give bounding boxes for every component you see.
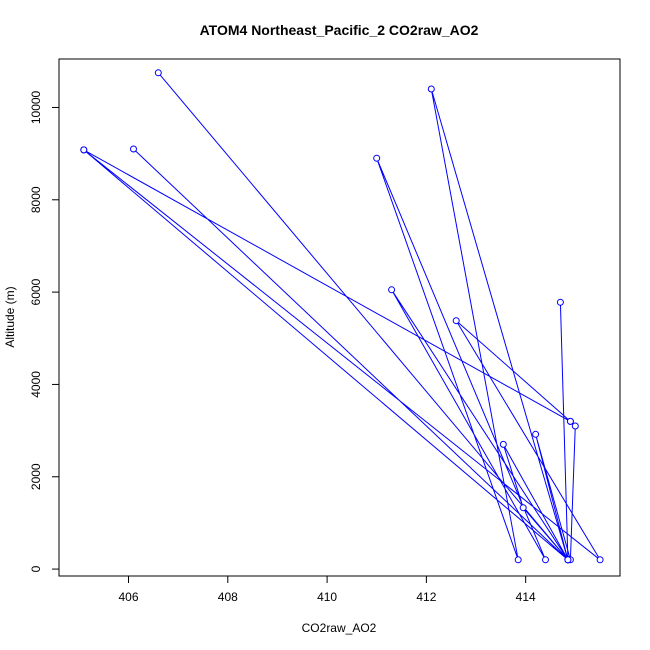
y-tick-label: 6000 xyxy=(29,278,43,305)
y-tick-label: 4000 xyxy=(29,371,43,398)
y-tick-label: 0 xyxy=(29,565,43,572)
x-tick-label: 412 xyxy=(416,590,436,604)
data-point xyxy=(452,317,460,325)
series-line xyxy=(83,72,601,561)
plot-area-border xyxy=(58,58,621,577)
data-point xyxy=(566,417,574,425)
data-point xyxy=(514,556,522,564)
x-tick-label: 414 xyxy=(516,590,536,604)
data-point xyxy=(80,146,88,154)
point-layer xyxy=(80,69,604,564)
x-tick-label: 406 xyxy=(118,590,138,604)
series-layer xyxy=(83,72,601,561)
data-point xyxy=(564,556,572,564)
chart-title: ATOM4 Northeast_Pacific_2 CO2raw_AO2 xyxy=(200,22,479,38)
data-point xyxy=(427,85,435,93)
y-axis-label: Altitude (m) xyxy=(3,286,17,347)
y-tick-label: 10000 xyxy=(29,90,43,124)
y-tick-label: 2000 xyxy=(29,463,43,490)
data-point xyxy=(130,145,137,153)
data-point xyxy=(596,556,604,564)
data-point xyxy=(556,298,564,306)
data-point xyxy=(499,440,507,448)
x-tick-label: 410 xyxy=(317,590,337,604)
data-point xyxy=(373,154,381,162)
x-axis: 406 408 410 412 414 xyxy=(118,575,536,604)
data-point xyxy=(532,430,540,438)
data-point xyxy=(519,504,527,512)
data-point xyxy=(571,422,579,430)
y-axis: 0 2000 4000 6000 8000 10000 xyxy=(29,90,60,572)
data-point xyxy=(154,69,162,77)
x-tick-label: 408 xyxy=(218,590,238,604)
x-axis-label: CO2raw_AO2 xyxy=(302,621,377,635)
y-tick-label: 8000 xyxy=(29,186,43,213)
data-point xyxy=(542,556,549,564)
data-point xyxy=(388,286,396,294)
